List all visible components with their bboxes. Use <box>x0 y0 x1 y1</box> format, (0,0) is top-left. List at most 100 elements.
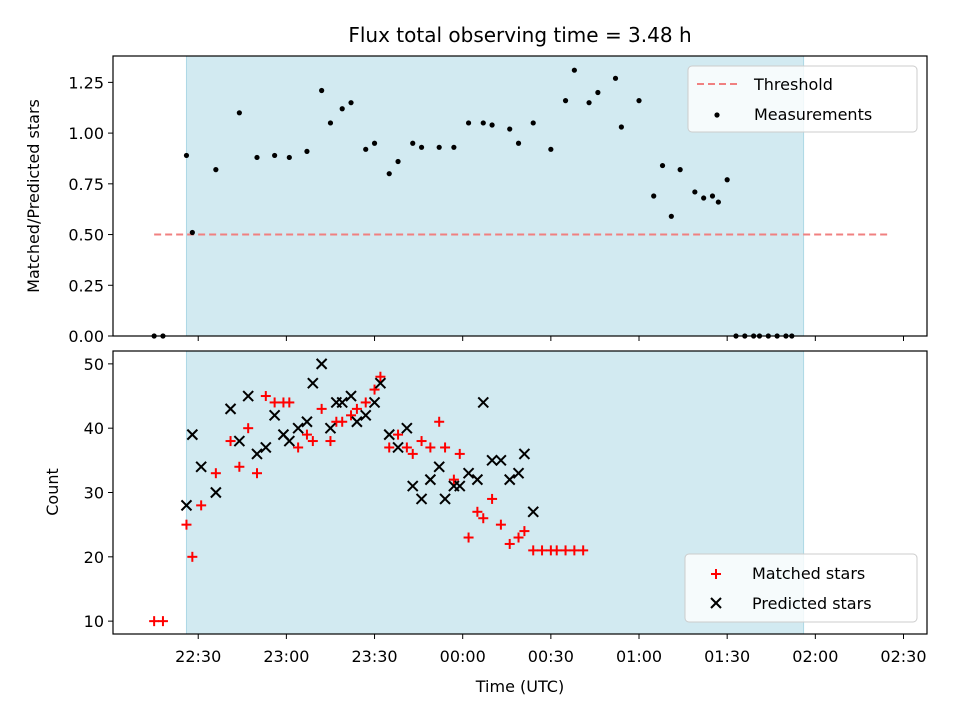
matched-star-point <box>434 416 445 427</box>
top-y-tick-label: 0.75 <box>68 175 104 194</box>
top-legend: Threshold Measurements <box>687 65 918 133</box>
measurement-point <box>530 120 536 126</box>
measurements-legend-label: Measurements <box>754 105 872 124</box>
top-legend-box <box>687 65 918 133</box>
predicted-star-point <box>224 403 237 415</box>
matched-star-point <box>551 545 562 556</box>
measurement-point <box>724 177 730 183</box>
matched-star-point <box>463 532 474 543</box>
x-tick-label: 00:00 <box>440 647 486 666</box>
matched-star-point <box>537 545 548 556</box>
matched-star-point <box>157 616 168 627</box>
matched-star-point <box>225 436 236 447</box>
predicted-star-point <box>383 428 395 441</box>
matched-star-point <box>560 545 571 556</box>
matched-star-point <box>346 410 357 421</box>
matched-star-point <box>293 442 304 453</box>
bottom-panel: 10 20 30 40 50 22:30 23:00 23:30 00:00 00:30 01:0… <box>43 336 928 696</box>
predicted-star-point <box>301 416 313 428</box>
measurement-point <box>659 162 666 169</box>
predicted-star-point <box>512 467 525 479</box>
predicted-star-point <box>242 390 254 402</box>
measurement-point <box>548 146 554 152</box>
measurement-point <box>395 158 401 165</box>
measurement-point <box>286 154 292 161</box>
predicted-star-point <box>195 461 207 473</box>
predicted-star-point <box>251 448 263 460</box>
measurement-point <box>595 89 601 96</box>
matched-star-point <box>425 442 436 453</box>
matched-star-point <box>284 397 295 408</box>
x-tick-label: 02:30 <box>880 647 926 666</box>
matched-star-point <box>528 545 539 556</box>
top-panel: 0.00 0.25 0.50 0.75 1.00 1.25 Matched/Predict… <box>24 55 928 346</box>
matched-star-point <box>519 526 530 537</box>
matched-star-point <box>251 468 262 479</box>
matched-star-point <box>472 506 483 517</box>
bottom-y-tick-label: 50 <box>84 355 104 374</box>
predicted-star-point <box>486 454 498 467</box>
predicted-star-point <box>324 422 337 434</box>
measurement-point <box>451 144 457 150</box>
matched-star-point <box>407 448 418 459</box>
measurement-point <box>715 199 721 205</box>
top-plot-frame <box>112 55 928 337</box>
matched-star-point <box>196 500 207 511</box>
predicted-star-point <box>180 499 193 512</box>
matched-star-point <box>181 519 192 530</box>
matched-legend-label: Matched stars <box>752 564 865 583</box>
predicted-star-point <box>415 493 428 505</box>
measurement-point <box>348 100 354 106</box>
bottom-legend: Matched stars Predicted stars <box>684 553 918 623</box>
measurement-point <box>272 152 278 159</box>
measurement-point <box>701 195 707 201</box>
matched-star-point <box>210 468 221 479</box>
x-tick-label: 00:30 <box>528 647 574 666</box>
measurement-point <box>562 98 569 104</box>
predicted-star-point <box>433 461 445 473</box>
predicted-star-point <box>407 480 419 492</box>
measurement-point <box>236 110 242 116</box>
x-tick-label: 23:00 <box>263 647 309 666</box>
x-tick-label: 01:30 <box>704 647 750 666</box>
measurements-legend-swatch <box>714 112 720 118</box>
predicted-star-point <box>360 409 372 422</box>
predicted-star-point <box>392 441 404 454</box>
measurement-point <box>319 87 325 94</box>
predicted-star-point <box>495 454 507 467</box>
predicted-star-point <box>233 435 246 447</box>
bottom-y-tick-label: 10 <box>84 612 104 631</box>
matched-star-point <box>401 442 412 453</box>
measurement-point <box>636 98 642 104</box>
matched-star-point <box>360 397 371 408</box>
predicted-star-point <box>527 506 539 518</box>
predicted-star-point <box>315 358 328 370</box>
predicted-star-point <box>307 377 319 389</box>
bottom-y-tick-label: 20 <box>84 548 104 567</box>
predicted-star-point <box>336 396 348 409</box>
measurement-point <box>304 148 310 154</box>
matched-star-point <box>416 436 427 447</box>
matched-star-point <box>234 461 245 472</box>
x-tick-label: 02:00 <box>792 647 838 666</box>
measurement-point <box>668 213 674 219</box>
measurement-point <box>677 167 683 173</box>
predicted-star-point <box>462 467 475 479</box>
matched-star-point <box>149 616 160 627</box>
predicted-star-point <box>283 435 296 447</box>
chart-title: Flux total observing time = 3.48 h <box>348 23 691 47</box>
top-y-tick-label: 0.50 <box>68 226 104 245</box>
measurement-point <box>386 171 392 177</box>
top-y-tick-label: 1.00 <box>68 124 104 143</box>
predicted-star-point <box>518 448 531 460</box>
measurement-point <box>586 100 592 106</box>
matched-star-point <box>325 436 336 447</box>
predicted-star-point <box>401 422 413 434</box>
measurement-point <box>418 144 425 150</box>
threshold-legend-label: Threshold <box>753 75 833 94</box>
predicted-star-point <box>424 473 437 486</box>
predicted-legend-label: Predicted stars <box>752 594 872 613</box>
measurement-point <box>189 229 195 236</box>
matched-star-point <box>578 545 589 556</box>
matched-star-point <box>495 519 506 530</box>
